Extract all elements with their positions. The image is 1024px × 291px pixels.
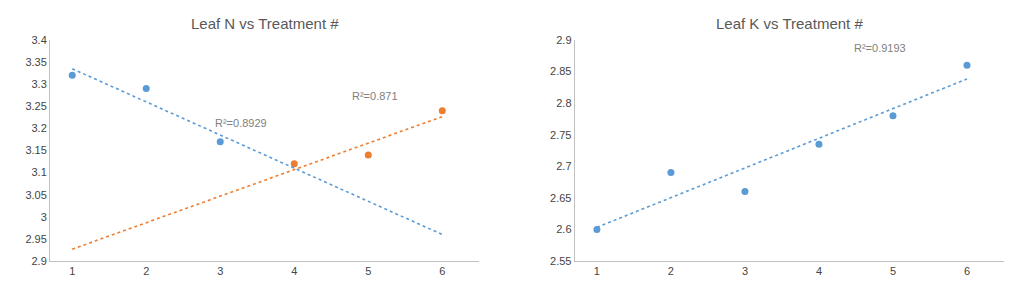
svg-text:3.3: 3.3: [32, 78, 47, 90]
svg-text:2.95: 2.95: [25, 233, 46, 245]
svg-text:1: 1: [69, 265, 75, 277]
svg-text:2: 2: [668, 265, 674, 277]
svg-text:R²=0.871: R²=0.871: [352, 90, 398, 102]
svg-text:3: 3: [217, 265, 223, 277]
svg-text:R²=0.8929: R²=0.8929: [215, 117, 267, 129]
svg-text:5: 5: [365, 265, 371, 277]
svg-text:3.25: 3.25: [25, 100, 46, 112]
svg-text:2.9: 2.9: [32, 255, 47, 267]
svg-text:2.55: 2.55: [550, 255, 571, 267]
svg-text:2.8: 2.8: [556, 97, 571, 109]
svg-text:Leaf K vs Treatment #: Leaf K vs Treatment #: [716, 15, 863, 32]
svg-text:3: 3: [41, 211, 47, 223]
svg-text:2.6: 2.6: [556, 223, 571, 235]
svg-text:3.15: 3.15: [25, 144, 46, 156]
svg-text:R²=0.9193: R²=0.9193: [854, 42, 906, 54]
svg-text:2.75: 2.75: [550, 129, 571, 141]
svg-text:6: 6: [439, 265, 445, 277]
svg-text:2: 2: [143, 265, 149, 277]
svg-text:3.05: 3.05: [25, 189, 46, 201]
svg-text:2.65: 2.65: [550, 192, 571, 204]
svg-text:3.4: 3.4: [32, 34, 47, 46]
svg-text:5: 5: [890, 265, 896, 277]
svg-text:Leaf N vs Treatment #: Leaf N vs Treatment #: [191, 15, 339, 32]
svg-text:3.2: 3.2: [32, 122, 47, 134]
svg-text:2.9: 2.9: [556, 34, 571, 46]
svg-text:1: 1: [594, 265, 600, 277]
svg-text:3.35: 3.35: [25, 56, 46, 68]
svg-text:4: 4: [291, 265, 297, 277]
svg-text:2.85: 2.85: [550, 65, 571, 77]
svg-text:4: 4: [816, 265, 822, 277]
svg-text:3.1: 3.1: [32, 166, 47, 178]
svg-text:6: 6: [964, 265, 970, 277]
svg-text:3: 3: [742, 265, 748, 277]
svg-text:2.7: 2.7: [556, 160, 571, 172]
